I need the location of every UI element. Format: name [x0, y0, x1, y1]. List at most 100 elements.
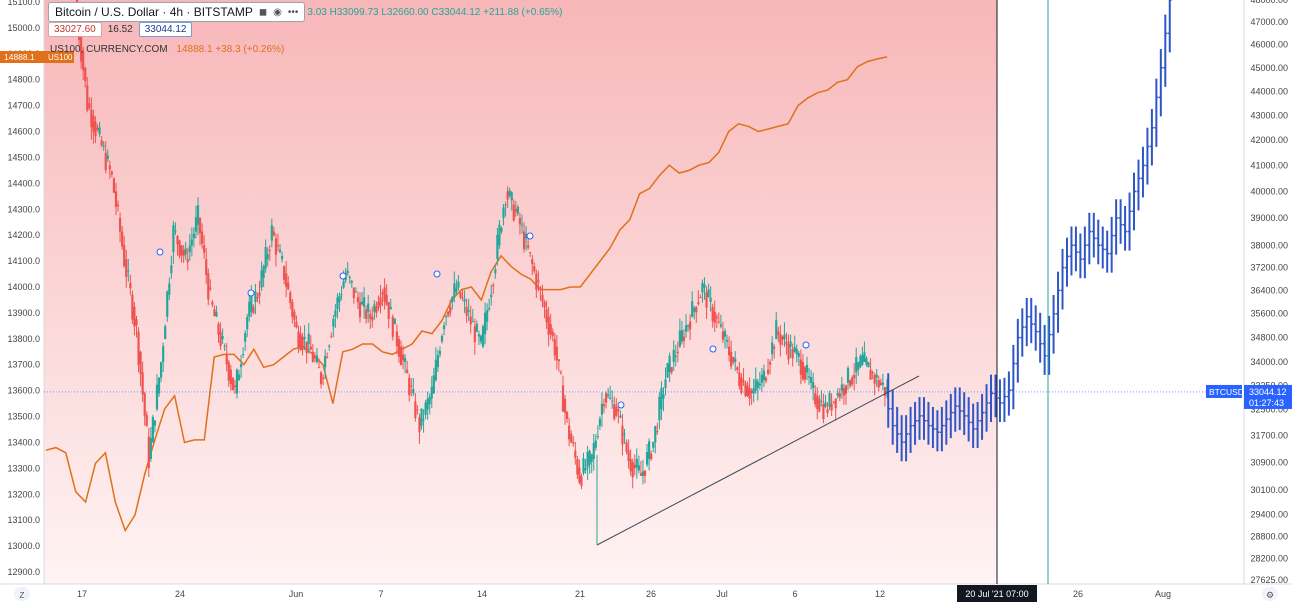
candle-body — [672, 349, 675, 363]
spread-value: 16.52 — [107, 24, 133, 35]
more-icon[interactable]: ••• — [287, 6, 299, 18]
timezone-button[interactable] — [14, 587, 30, 601]
candle-body — [410, 385, 413, 387]
candle-body — [787, 344, 790, 360]
candle-body — [184, 248, 187, 255]
candle-body — [768, 362, 772, 365]
candle-body — [233, 385, 237, 388]
candle-body — [848, 380, 852, 386]
candle-body — [557, 359, 560, 362]
right-axis-tick-label: 28800.00 — [1250, 531, 1288, 541]
candle-body — [615, 406, 618, 416]
left-axis-tick-label: 13800.0 — [7, 334, 40, 344]
candle-body — [652, 441, 655, 448]
time-axis-tick-label: 24 — [175, 589, 185, 599]
event-marker-icon[interactable] — [526, 232, 534, 240]
candle-body — [479, 335, 483, 342]
right-axis-tick-label: 32500.00 — [1250, 404, 1288, 414]
candle-body — [440, 335, 444, 342]
right-axis-tick-label: 37200.00 — [1250, 263, 1288, 273]
eye-icon[interactable]: ◉ — [273, 6, 282, 18]
candle-body — [570, 433, 573, 443]
candle-body — [371, 316, 374, 321]
candle-body — [641, 471, 645, 477]
candle-body — [338, 295, 341, 303]
candle-body — [180, 245, 183, 256]
candle-body — [94, 121, 97, 136]
candle-body — [438, 350, 442, 355]
left-axis-tick-label: 14100.0 — [7, 256, 40, 266]
candle-body — [129, 282, 132, 289]
candle-body — [455, 287, 458, 293]
candle-body — [613, 404, 616, 420]
event-marker-icon[interactable] — [802, 341, 810, 349]
candle-body — [155, 384, 159, 410]
candle-body — [715, 316, 718, 319]
candle-body — [475, 323, 478, 332]
candle-body — [717, 321, 720, 323]
candle-body — [350, 280, 353, 283]
right-axis-tick-label: 27625.00 — [1250, 575, 1288, 585]
candle-body — [750, 390, 753, 393]
candle-body — [500, 227, 503, 232]
candle-body — [401, 354, 405, 361]
ask-price-button[interactable]: 33044.12 — [138, 22, 193, 37]
left-axis-tick-label: 13200.0 — [7, 489, 40, 499]
right-axis-tick-label: 39000.00 — [1250, 213, 1288, 223]
candle-body — [810, 376, 813, 383]
candle-body — [545, 309, 548, 323]
event-marker-icon[interactable] — [339, 272, 347, 280]
settings-button[interactable] — [1262, 587, 1278, 601]
candle-body — [568, 425, 571, 440]
plot-background — [44, 0, 997, 584]
candle-body — [442, 325, 446, 330]
event-marker-icon[interactable] — [433, 270, 441, 278]
left-axis-tick-label: 13000.0 — [7, 541, 40, 551]
overlay-legend[interactable]: US100, CURRENCY.COM 14888.1 +38.3 (+0.26… — [50, 44, 284, 55]
candle-body — [701, 282, 704, 293]
candle-body — [676, 351, 679, 353]
candle-body — [869, 369, 872, 380]
candle-body — [254, 291, 257, 303]
candle-body — [246, 316, 249, 330]
candle-body — [326, 356, 329, 358]
candle-body — [533, 266, 536, 272]
candle-body — [463, 299, 466, 303]
candle-body — [217, 324, 220, 335]
symbol-box[interactable]: Bitcoin / U.S. Dollar · 4h · BITSTAMP ◼ … — [48, 2, 306, 22]
candle-body — [100, 140, 103, 146]
candle-body — [705, 292, 708, 308]
candle-body — [842, 388, 846, 396]
candle-body — [149, 437, 152, 459]
candle-body — [682, 336, 686, 341]
ascending-trendline[interactable] — [596, 375, 920, 546]
time-axis-tick-label: 21 — [575, 589, 585, 599]
candle-body — [381, 292, 384, 295]
left-axis-tick-label: 14600.0 — [7, 127, 40, 137]
candle-body — [857, 362, 860, 370]
candle-body — [112, 178, 116, 193]
candle-body — [358, 302, 362, 318]
candle-body — [510, 192, 513, 201]
candle-body — [633, 464, 636, 469]
candle-body — [321, 377, 325, 379]
candle-body — [781, 336, 784, 340]
candle-body — [313, 356, 316, 359]
candle-body — [198, 217, 202, 234]
candle-body — [110, 171, 113, 175]
candle-body — [283, 266, 286, 280]
bid-price-button[interactable]: 33027.60 — [48, 22, 102, 37]
candle-body — [812, 382, 815, 389]
candle-body — [508, 190, 511, 196]
candle-body — [391, 316, 394, 337]
event-marker-icon[interactable] — [709, 345, 717, 353]
candle-body — [186, 259, 189, 263]
event-marker-icon[interactable] — [617, 401, 625, 409]
event-marker-icon[interactable] — [247, 289, 255, 297]
event-marker-icon[interactable] — [156, 248, 164, 256]
settings-icon: ⚙ — [1266, 591, 1274, 601]
symbol-title: Bitcoin / U.S. Dollar · 4h · BITSTAMP — [55, 5, 253, 19]
candle-body — [178, 240, 181, 257]
